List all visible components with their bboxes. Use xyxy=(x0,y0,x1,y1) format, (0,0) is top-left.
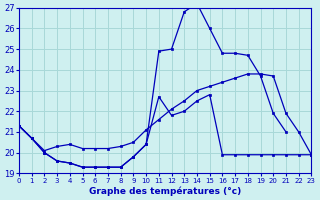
X-axis label: Graphe des températures (°c): Graphe des températures (°c) xyxy=(89,186,241,196)
